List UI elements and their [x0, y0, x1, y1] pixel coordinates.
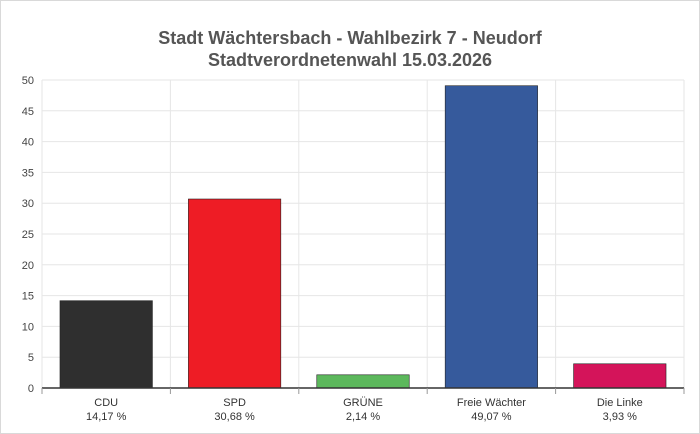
bar-cdu — [59, 300, 153, 389]
bar-freie-w-chter — [444, 85, 538, 389]
x-category-label: Freie Wächter — [457, 397, 526, 409]
y-tick-label: 10 — [22, 321, 34, 333]
x-value-label: 49,07 % — [471, 411, 512, 423]
y-tick-label: 20 — [22, 260, 34, 272]
x-value-label: 14,17 % — [86, 411, 127, 423]
chart-subtitle: Stadtverordnetenwahl 15.03.2026 — [207, 50, 493, 70]
x-category-label: Die Linke — [597, 397, 643, 409]
y-tick-label: 0 — [28, 383, 34, 395]
bar-die-linke — [573, 363, 667, 389]
y-tick-label: 40 — [22, 137, 34, 149]
y-tick-label: 30 — [22, 198, 34, 210]
bar-spd — [188, 198, 282, 389]
x-value-label: 2,14 % — [346, 411, 380, 423]
x-category-label: SPD — [223, 397, 246, 409]
chart-title: Stadt Wächtersbach - Wahlbezirk 7 - Neud… — [158, 28, 542, 48]
bar-gr-ne — [316, 374, 410, 389]
y-tick-label: 35 — [22, 167, 34, 179]
x-value-label: 3,93 % — [603, 411, 637, 423]
y-tick-label: 25 — [22, 229, 34, 241]
x-value-label: 30,68 % — [214, 411, 255, 423]
y-tick-label: 50 — [22, 75, 34, 87]
x-category-label: GRÜNE — [343, 397, 383, 409]
y-tick-label: 45 — [22, 106, 34, 118]
x-category-label: CDU — [94, 397, 118, 409]
y-tick-label: 5 — [28, 352, 34, 364]
y-tick-label: 15 — [22, 291, 34, 303]
